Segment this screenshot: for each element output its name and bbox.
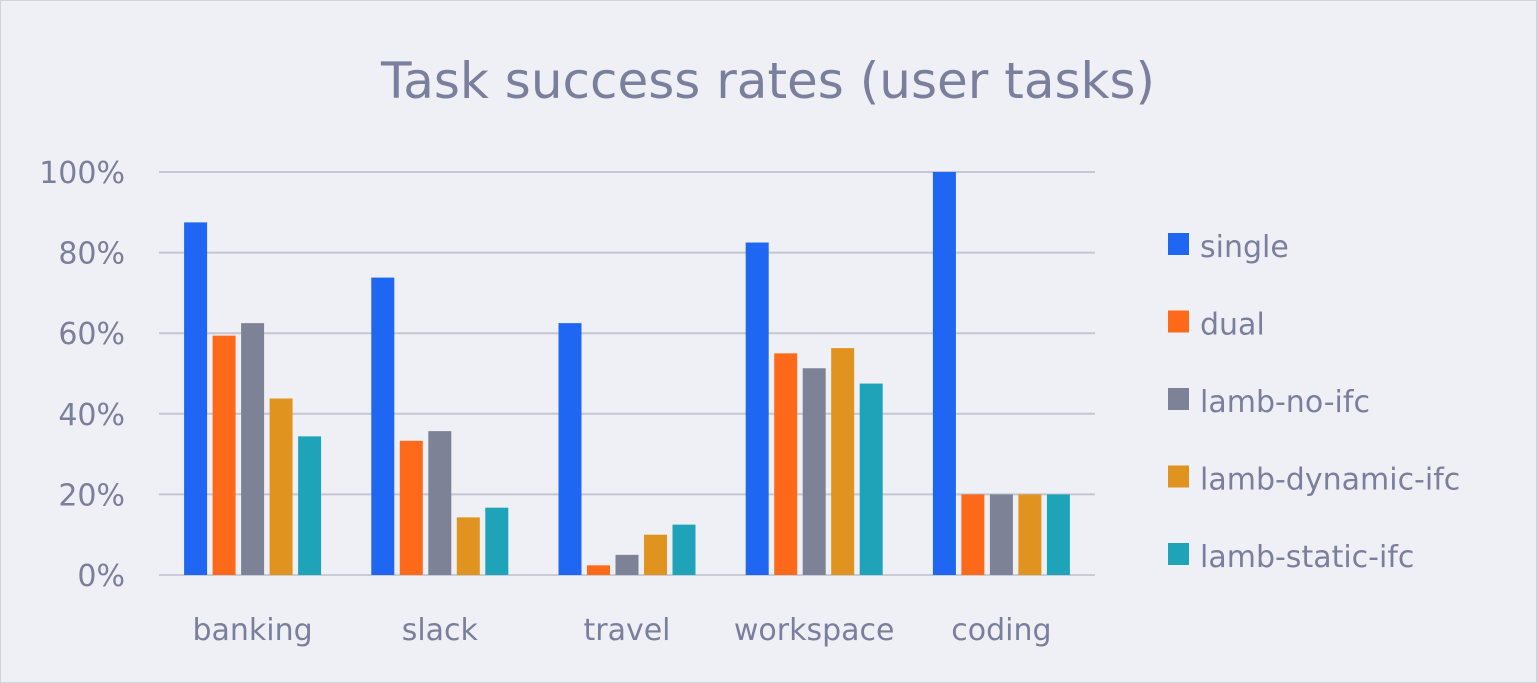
legend-label: single bbox=[1200, 230, 1289, 265]
legend-label: lamb-dynamic-ifc bbox=[1200, 463, 1460, 498]
legend-swatch bbox=[1168, 465, 1189, 488]
legend-swatch bbox=[1168, 310, 1189, 333]
y-tick-label: 0% bbox=[77, 559, 125, 594]
x-category-label: banking bbox=[192, 613, 312, 648]
bar-single-slack bbox=[371, 277, 395, 575]
y-tick-label: 20% bbox=[58, 478, 125, 513]
bar-lamb-dynamic-ifc-travel bbox=[644, 534, 667, 575]
bar-lamb-static-ifc-banking bbox=[298, 436, 322, 575]
bar-lamb-no-ifc-banking bbox=[241, 323, 265, 575]
x-category-label: workspace bbox=[734, 613, 895, 648]
bar-lamb-no-ifc-travel bbox=[615, 554, 639, 575]
bar-single-banking bbox=[184, 222, 208, 575]
legend-label: lamb-no-ifc bbox=[1200, 385, 1370, 420]
bar-lamb-static-ifc-slack bbox=[485, 507, 509, 575]
bar-dual-workspace bbox=[774, 353, 798, 575]
bar-lamb-no-ifc-workspace bbox=[802, 368, 826, 575]
legend-swatch bbox=[1168, 233, 1189, 255]
bar-lamb-dynamic-ifc-banking bbox=[269, 398, 293, 575]
y-axis-ticks: 0% 20% 40% 60% 80% 100% bbox=[39, 156, 125, 594]
bar-lamb-static-ifc-coding bbox=[1046, 494, 1070, 575]
legend-label: dual bbox=[1200, 308, 1265, 343]
bar-dual-travel bbox=[587, 565, 610, 575]
y-tick-label: 80% bbox=[58, 237, 125, 272]
y-tick-label: 100% bbox=[39, 156, 125, 191]
x-axis-categories: banking slack travel workspace coding bbox=[192, 613, 1051, 648]
bar-lamb-static-ifc-workspace bbox=[859, 383, 883, 575]
chart-title: Task success rates (user tasks) bbox=[380, 52, 1155, 110]
bar-lamb-no-ifc-slack bbox=[428, 431, 452, 575]
bar-dual-coding bbox=[961, 494, 985, 575]
bar-lamb-dynamic-ifc-slack bbox=[456, 517, 480, 575]
legend-swatch bbox=[1168, 543, 1189, 565]
x-category-label: slack bbox=[402, 613, 479, 648]
bar-single-workspace bbox=[745, 242, 769, 575]
x-category-label: coding bbox=[951, 613, 1051, 648]
bar-lamb-no-ifc-coding bbox=[989, 494, 1013, 575]
bar-single-travel bbox=[558, 323, 582, 575]
bar-dual-banking bbox=[212, 335, 236, 575]
bar-dual-slack bbox=[399, 440, 423, 575]
legend-label: lamb-static-ifc bbox=[1200, 540, 1414, 575]
legend-swatch bbox=[1168, 388, 1189, 410]
y-tick-label: 60% bbox=[58, 317, 125, 352]
bar-lamb-static-ifc-travel bbox=[672, 524, 696, 575]
legend: single dual lamb-no-ifc lamb-dynamic-ifc lam… bbox=[1168, 230, 1460, 575]
bar-lamb-dynamic-ifc-workspace bbox=[831, 348, 855, 575]
y-tick-label: 40% bbox=[58, 398, 125, 433]
bar-lamb-dynamic-ifc-coding bbox=[1018, 494, 1042, 575]
x-category-label: travel bbox=[583, 613, 670, 648]
bars bbox=[184, 172, 1070, 575]
bar-single-coding bbox=[932, 172, 956, 575]
